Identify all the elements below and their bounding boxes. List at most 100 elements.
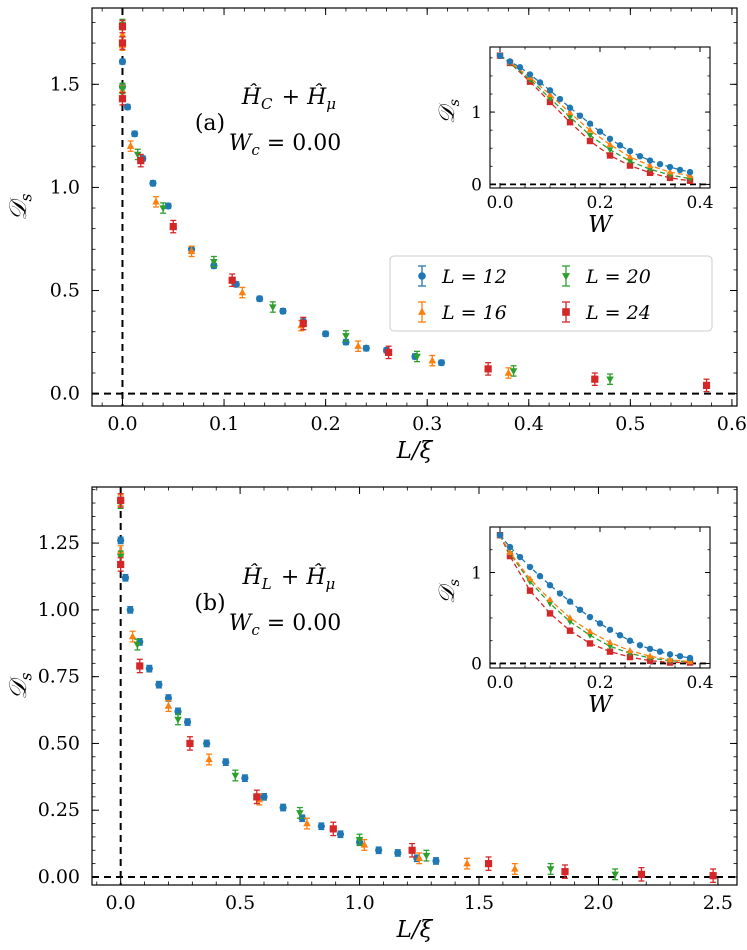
ylabel-sub: s <box>17 193 35 201</box>
inset-data-point <box>496 531 504 539</box>
wc-value: = 0.00 <box>260 611 341 636</box>
y-tick-label: 1 <box>471 563 482 583</box>
hamiltonian-label: ĤL + Ĥμ <box>242 563 338 593</box>
data-point <box>413 353 421 361</box>
data-point <box>317 822 325 830</box>
legend-item-L12: L = 12 <box>418 265 507 288</box>
data-point <box>118 95 127 103</box>
data-point <box>463 859 471 867</box>
x-tick-label: 0.2 <box>311 413 341 435</box>
inset-data-point <box>676 652 684 660</box>
inset-data-point <box>516 64 524 71</box>
inset-series-L12 <box>496 52 694 176</box>
legend-label: L = 20 <box>585 266 651 288</box>
inset-data-point <box>546 610 554 617</box>
data-point <box>709 872 717 880</box>
plus: + <box>275 85 307 110</box>
inset-data-point <box>626 158 634 165</box>
legend-marker <box>418 272 426 280</box>
legend-item-L16: L = 16 <box>418 301 507 324</box>
data-point <box>360 840 369 848</box>
inset-frame <box>489 46 711 189</box>
x-tick-label: 0.4 <box>686 673 713 693</box>
series-L24 <box>118 19 711 393</box>
data-point <box>145 665 153 673</box>
data-point <box>375 846 383 854</box>
series-L16 <box>116 494 519 875</box>
inset-data-point <box>516 553 524 561</box>
inset-data-point <box>526 563 534 571</box>
legend-label: L = 12 <box>441 266 507 288</box>
y-tick-label: 0 <box>471 175 482 195</box>
inset-data-point <box>646 166 654 173</box>
y-tick-label: 1.25 <box>38 532 80 554</box>
inset-data-point <box>596 128 604 135</box>
data-point <box>255 295 264 303</box>
inset-data-point <box>586 640 594 647</box>
data-point <box>133 151 142 159</box>
inset-data-point <box>596 620 604 627</box>
inset-data-point <box>586 627 594 635</box>
inset-data-point <box>606 152 614 159</box>
data-point <box>118 30 127 38</box>
inset-data-point <box>546 582 554 589</box>
data-point <box>117 496 125 504</box>
inset-series-L12 <box>496 531 694 662</box>
data-point <box>210 258 218 266</box>
data-point <box>408 846 416 854</box>
x-tick-label: 0.2 <box>586 673 613 693</box>
inset-data-point <box>506 58 514 65</box>
inset-data-point <box>506 543 514 551</box>
legend: L = 12 L = 16 L = 20 L = 24 <box>389 255 713 332</box>
legend-label: L = 24 <box>585 302 651 324</box>
data-point <box>123 103 132 111</box>
inset-data-point <box>586 137 594 145</box>
data-point <box>186 739 194 748</box>
inset-data-point <box>526 575 534 582</box>
ham-reset <box>335 565 337 590</box>
y-tick-label: 1.5 <box>50 73 80 95</box>
inset-data-point <box>556 95 564 103</box>
data-point <box>152 197 160 205</box>
x-tick-label: 0.5 <box>615 413 645 435</box>
legend-marker <box>562 273 570 281</box>
inset-data-point <box>546 91 554 98</box>
data-point <box>362 344 370 352</box>
inset-data-point <box>566 109 574 116</box>
inset-x-axis-label: W <box>588 692 614 718</box>
ylabel-sub: s <box>447 579 463 586</box>
data-point <box>611 871 619 879</box>
panel-a: 0.0 0.1 0.2 0.3 0.4 0.5 0.6 0.0 0.5 1.0 1.5 L/ξ 𝒟s (a… <box>4 7 747 464</box>
data-point <box>187 247 196 255</box>
ham-sub: C <box>261 95 273 113</box>
wc-sub: c <box>251 621 260 639</box>
legend-marker <box>562 308 570 316</box>
data-point <box>329 825 337 833</box>
data-point <box>303 819 311 827</box>
data-point <box>164 701 173 709</box>
data-point <box>128 632 137 640</box>
inset-data-point <box>536 79 544 86</box>
inset: 0.0 0.2 0.4 0 1 W 𝒟s <box>435 526 714 718</box>
wc-main: W <box>229 611 254 636</box>
y-tick-label: 0.25 <box>38 799 80 821</box>
inset-data-point <box>686 168 694 176</box>
data-point <box>415 854 424 861</box>
x-tick-label: 0.5 <box>225 892 255 914</box>
ham-main: Ĥ <box>241 83 262 110</box>
inset-data-point <box>626 637 634 644</box>
y-tick-label: 0 <box>471 654 482 674</box>
ham-main: Ĥ <box>305 563 326 590</box>
data-point <box>437 359 446 367</box>
inset-data-point <box>606 626 614 633</box>
data-point <box>253 793 261 801</box>
inset-data-point <box>506 548 514 555</box>
x-tick-label: 2.0 <box>583 892 613 914</box>
data-point <box>342 338 350 346</box>
inset-data-point <box>566 114 574 121</box>
data-point <box>126 142 135 149</box>
data-point <box>118 58 127 66</box>
data-point <box>131 130 139 138</box>
inset-data-point <box>546 87 554 94</box>
